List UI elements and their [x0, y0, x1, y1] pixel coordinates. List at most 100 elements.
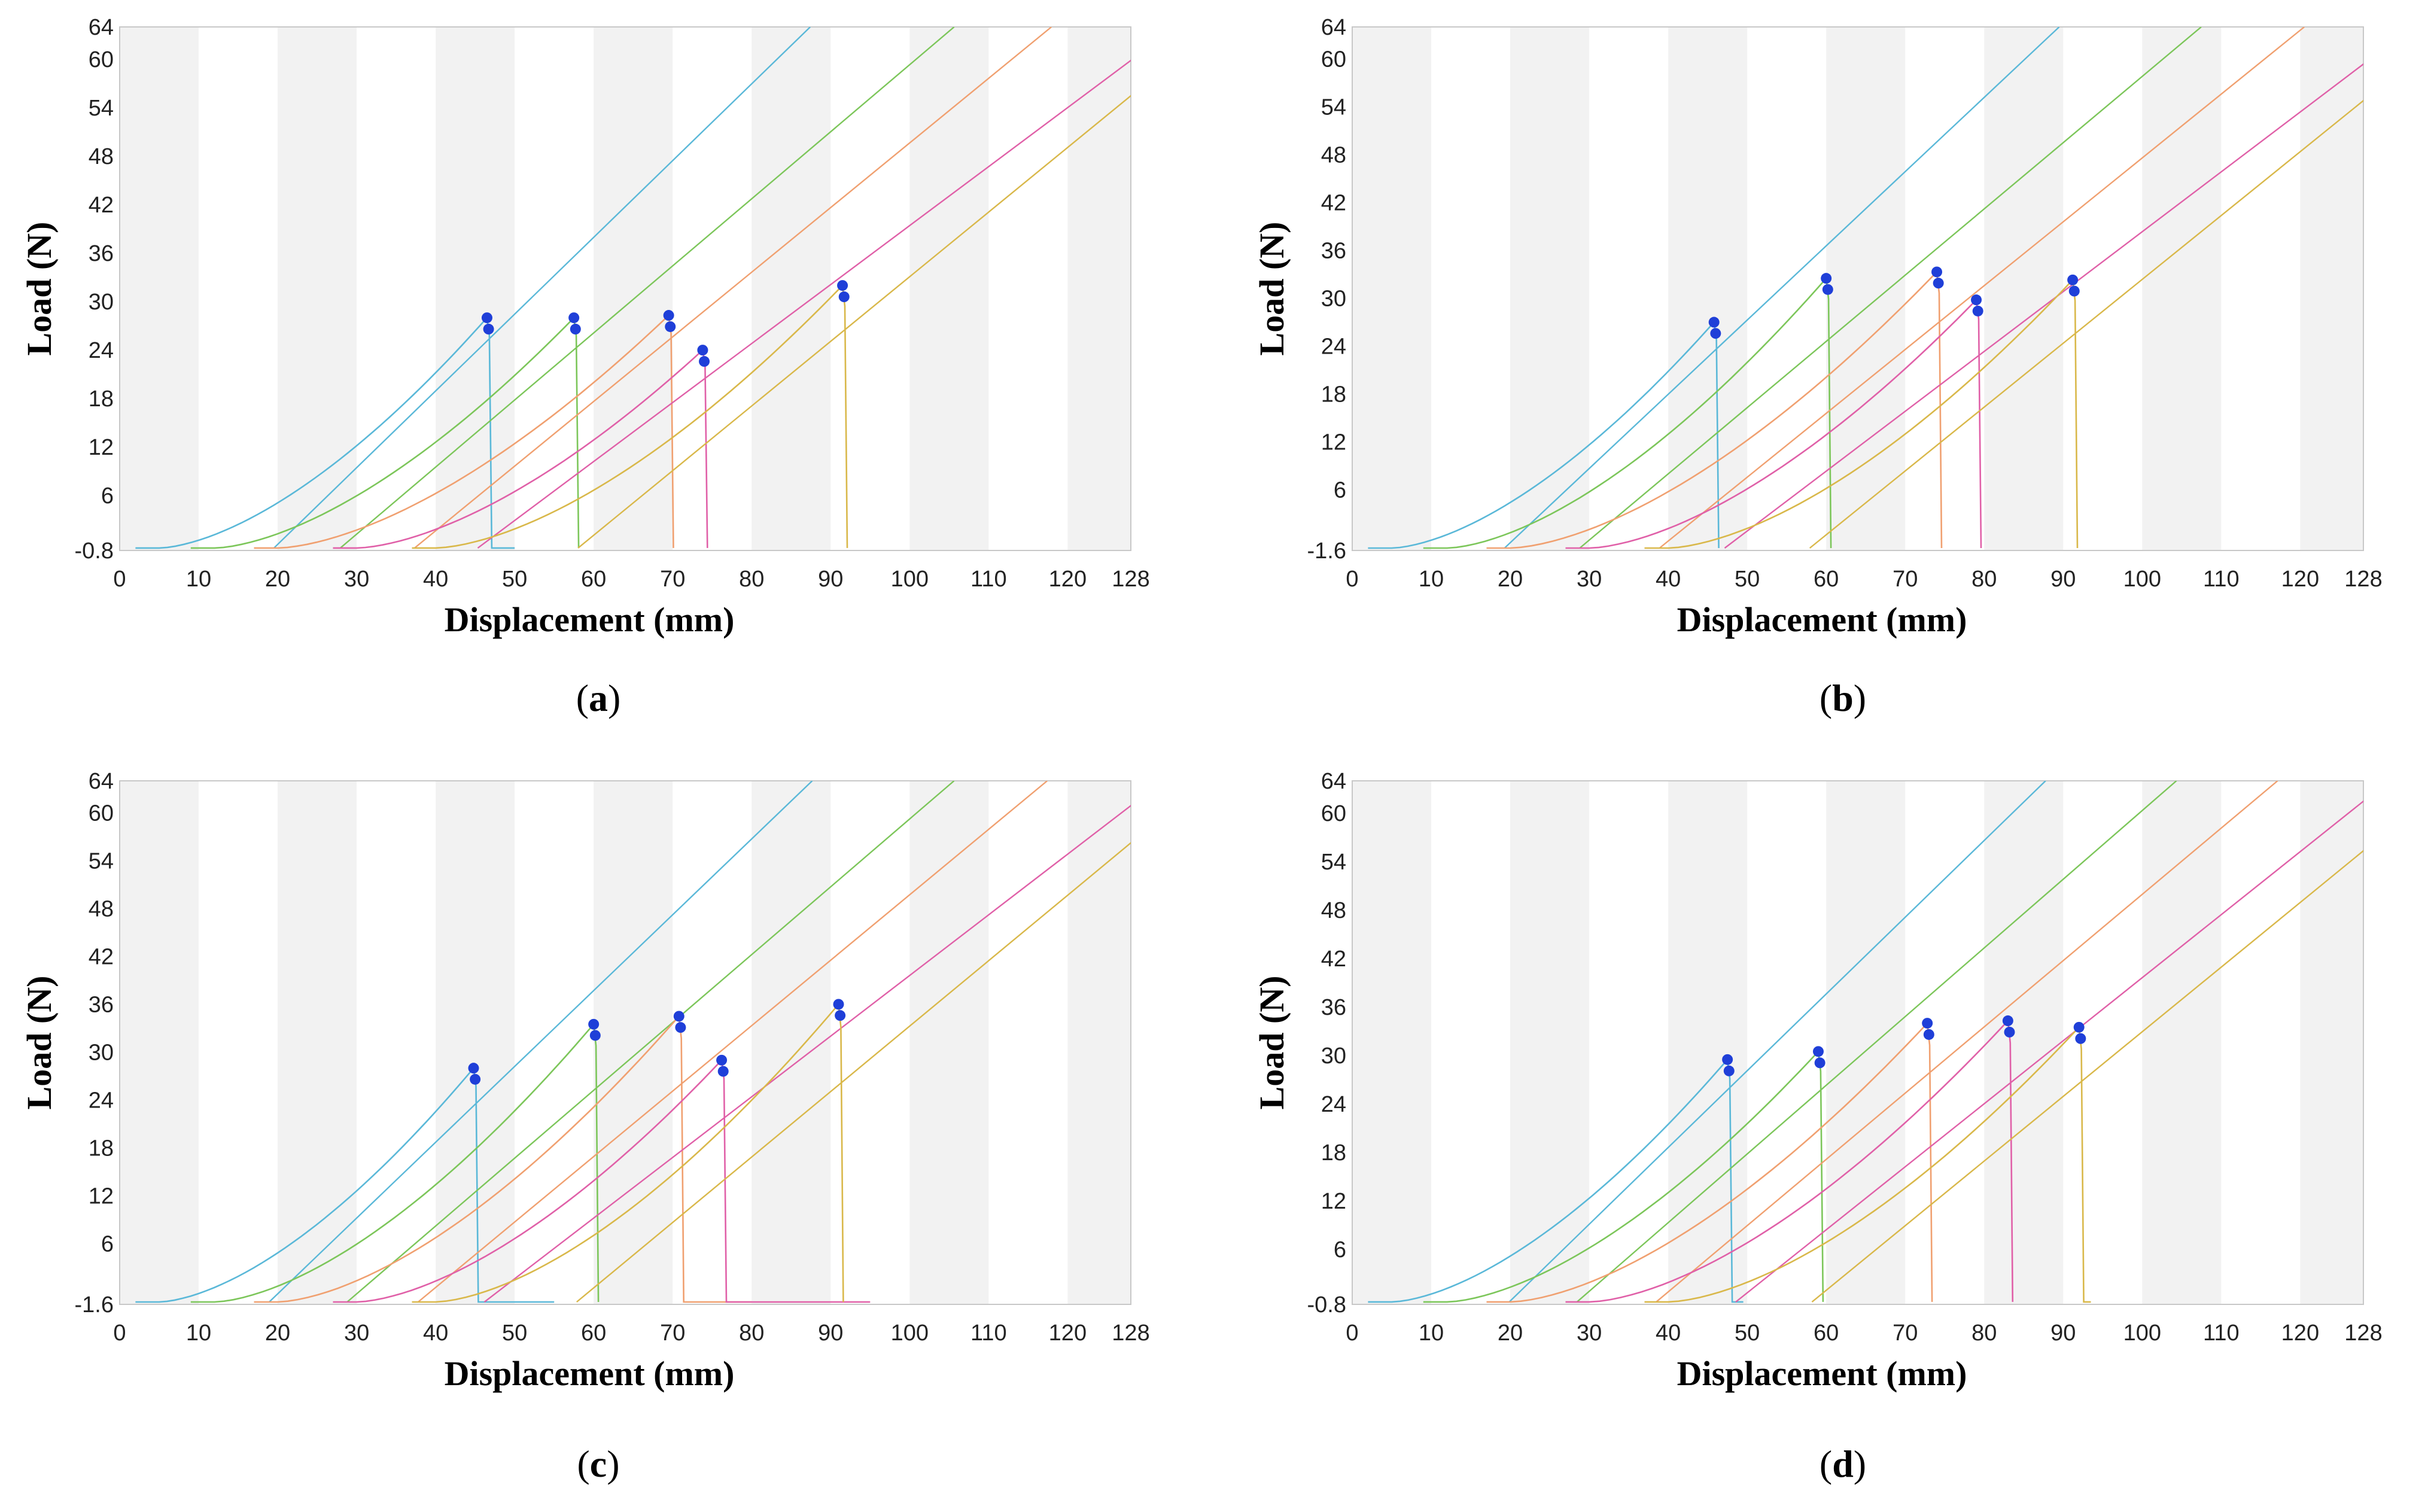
series-reference-line	[576, 842, 1131, 1303]
x-tick-label: 60	[581, 1321, 606, 1346]
x-tick-label: 120	[1049, 567, 1087, 592]
y-tick-label: 42	[89, 193, 114, 218]
plot-frame	[1352, 26, 2364, 551]
y-tick-label: 30	[89, 290, 114, 315]
x-tick-label: 100	[2123, 567, 2161, 592]
y-tick-label: 18	[89, 1136, 114, 1161]
break-marker	[1971, 294, 1982, 306]
y-tick-label: -1.6	[1307, 539, 1346, 564]
x-tick-label: 60	[1814, 567, 1839, 592]
y-tick-label: 18	[89, 387, 114, 412]
series-curve	[412, 284, 848, 549]
y-tick-label: 48	[89, 144, 114, 169]
grid-band	[909, 27, 989, 550]
series-reference-line	[414, 27, 1052, 549]
x-tick-label: 40	[423, 1321, 448, 1346]
x-tick-label: 60	[1814, 1321, 1839, 1346]
x-tick-label: 90	[2050, 567, 2076, 592]
y-tick-label: 6	[1334, 1237, 1346, 1262]
x-tick-label: 90	[818, 567, 843, 592]
grid-band	[120, 27, 199, 550]
y-tick-label: 60	[89, 47, 114, 72]
caption-c: (c)	[577, 1443, 620, 1485]
series-group	[1368, 27, 2363, 549]
break-marker	[588, 1018, 600, 1030]
x-tick-label: 128	[2344, 567, 2382, 592]
x-tick-label: 120	[2281, 1321, 2319, 1346]
grid-band	[909, 781, 989, 1304]
series-curve	[135, 316, 515, 549]
grid-band	[2142, 781, 2222, 1304]
chart-panel-b: -1.6 6 12 18 24 30 36 42 48 54 60 64 0 10 20 30 40 50 60 70…	[1233, 0, 2417, 682]
grid-band	[2300, 27, 2363, 550]
y-tick-label: 54	[89, 96, 114, 121]
break-marker	[2002, 1015, 2013, 1027]
series-curve	[1486, 270, 1943, 549]
break-marker	[1821, 273, 1832, 284]
grid-band	[594, 27, 673, 550]
chart-svg-d: -0.8 6 12 18 24 30 36 42 48 54 60 64 0 10 20 30 40 50 60 70…	[1252, 769, 2383, 1393]
x-tick-label: 50	[1735, 1321, 1760, 1346]
break-marker	[2073, 1021, 2085, 1033]
x-tick-label: 110	[970, 567, 1007, 592]
grid-band	[1352, 27, 1432, 550]
grid-band	[278, 27, 357, 550]
y-tick-label: 36	[89, 241, 114, 266]
break-marker	[589, 1030, 601, 1041]
series-curve	[1644, 278, 2079, 549]
chart-panel-c: -1.6 6 12 18 24 30 36 42 48 54 60 64 0 10 20 30 40 50 60 70…	[0, 754, 1185, 1436]
y-tick-label: 6	[101, 1232, 114, 1257]
break-marker	[663, 310, 674, 321]
break-marker	[833, 999, 844, 1010]
break-marker	[838, 291, 850, 303]
break-marker	[2067, 274, 2079, 285]
grid-band	[594, 781, 673, 1304]
x-tick-label: 30	[1577, 567, 1602, 592]
series-group	[135, 27, 1131, 549]
series-reference-line	[269, 781, 813, 1303]
series-reference-line	[273, 27, 811, 549]
series-curve	[1368, 1057, 1744, 1303]
x-tick-label: 90	[818, 1321, 843, 1346]
x-tick-label: 20	[1498, 1321, 1523, 1346]
y-tick-label: 36	[89, 992, 114, 1017]
y-tick-label: 24	[1321, 1092, 1346, 1117]
chart-panel-a: -0.8 6 12 18 24 30 36 42 48 54 60 64 0 10 20 30 40 50 60 70…	[0, 0, 1185, 682]
x-tick-label: 0	[113, 1321, 126, 1346]
x-tick-label: 50	[502, 567, 527, 592]
break-marker	[675, 1022, 686, 1033]
series-reference-line	[346, 781, 955, 1303]
x-tick-label: 20	[265, 567, 290, 592]
y-axis-title: Load (N)	[1252, 976, 1291, 1110]
grid-band	[1510, 27, 1590, 550]
x-tick-label: 30	[344, 567, 369, 592]
x-tick-label: 40	[1656, 1321, 1681, 1346]
series-reference-line	[1811, 850, 2363, 1303]
break-marker	[1710, 328, 1721, 339]
y-tick-label: 36	[1321, 238, 1346, 263]
y-tick-label: 48	[89, 896, 114, 921]
y-tick-label: 12	[1321, 430, 1346, 455]
x-tick-label: 50	[502, 1321, 527, 1346]
y-tick-label: 42	[89, 944, 114, 969]
plot-frame	[119, 26, 1131, 551]
series-reference-line	[1504, 27, 2060, 549]
x-tick-label: 110	[2203, 567, 2240, 592]
y-tick-label: -0.8	[1307, 1292, 1346, 1318]
grid-band	[436, 781, 515, 1304]
x-tick-label: 100	[891, 1321, 929, 1346]
series-reference-line	[1579, 27, 2202, 549]
x-tick-label: 100	[2123, 1321, 2161, 1346]
break-marker	[468, 1063, 479, 1074]
series-curve	[1565, 298, 1982, 549]
y-tick-label: 12	[1321, 1189, 1346, 1214]
series-reference-line	[418, 781, 1048, 1303]
x-axis-title: Displacement (mm)	[1677, 600, 1967, 639]
chart-panel-d: -0.8 6 12 18 24 30 36 42 48 54 60 64 0 10 20 30 40 50 60 70…	[1233, 754, 2417, 1436]
y-tick-label: 48	[1321, 898, 1346, 923]
x-tick-label: 70	[660, 1321, 685, 1346]
grid-band	[1067, 781, 1131, 1304]
x-tick-label: 110	[2203, 1321, 2240, 1346]
break-marker	[1922, 1018, 1933, 1029]
break-marker	[1923, 1029, 1934, 1040]
